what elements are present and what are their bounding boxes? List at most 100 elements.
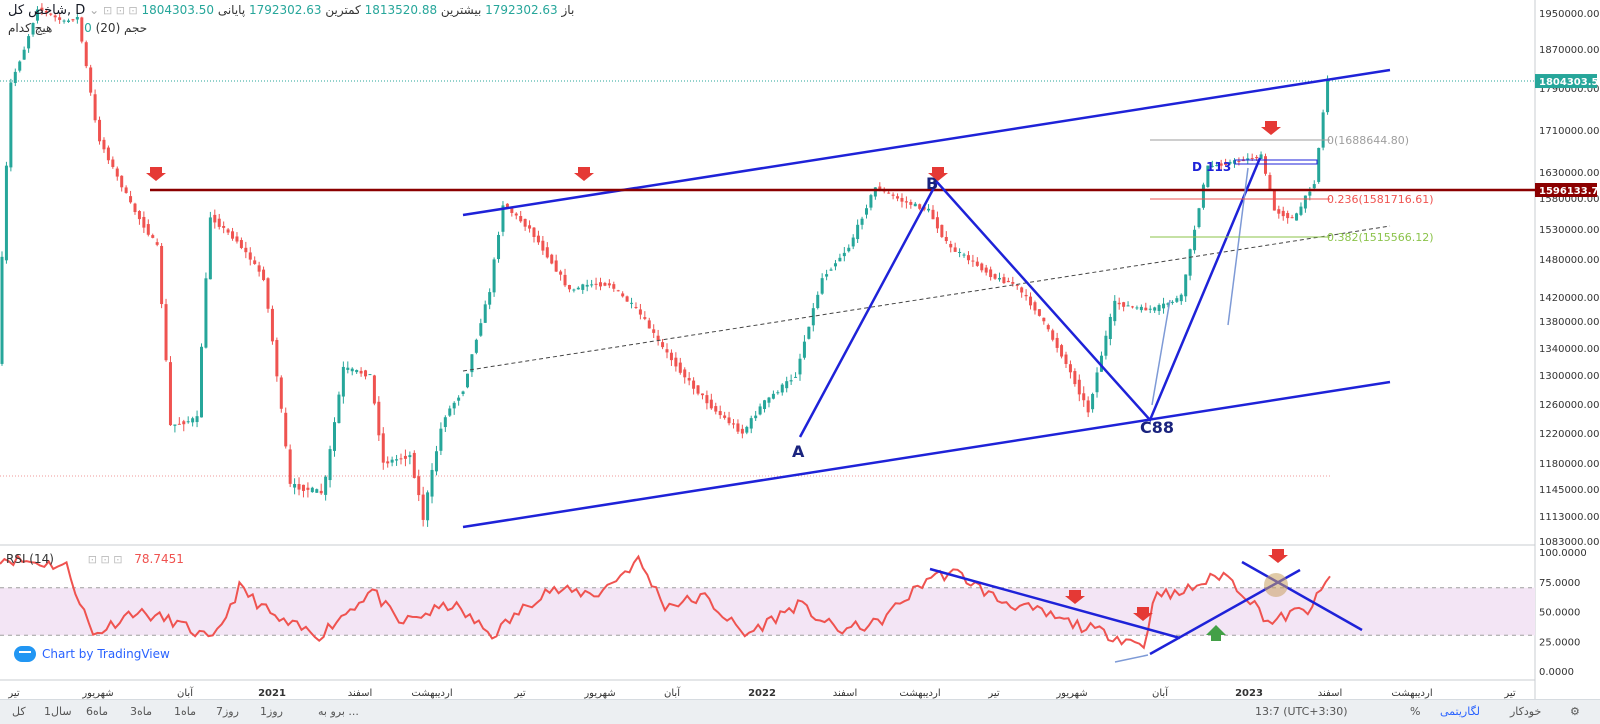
wave-label-d: D 113 — [1192, 160, 1231, 174]
symbol-label[interactable]: شاخص کل, D — [8, 3, 86, 18]
channel-lower-line[interactable] — [462, 380, 1391, 529]
candle-body — [665, 349, 669, 353]
candle-body — [479, 323, 483, 336]
range-1y[interactable]: 1سال — [44, 705, 72, 718]
candle-body — [949, 243, 953, 248]
candle-body — [1299, 206, 1303, 215]
candle-body — [630, 302, 634, 304]
price-tick-label: 1630000.00 — [1539, 168, 1599, 179]
price-tick-label: 1380000.00 — [1539, 317, 1599, 328]
log-toggle[interactable]: لگاریتمی — [1440, 705, 1480, 718]
down-arrow-icon — [1065, 590, 1085, 604]
candle-body — [829, 269, 833, 271]
candle-body — [953, 247, 957, 252]
channel-mid-line[interactable] — [462, 225, 1391, 372]
timezone-label[interactable]: 13:7 (UTC+3:30) — [1255, 705, 1348, 718]
candle-body — [1073, 371, 1077, 385]
candle-body — [191, 418, 195, 423]
candle-body — [13, 71, 17, 83]
price-tick-label: 1113000.00 — [1539, 512, 1599, 523]
rsi-trendline-3[interactable] — [1241, 560, 1363, 632]
fib-label-236: 0.236(1581716.61) — [1327, 193, 1434, 206]
price-tick-label: 1420000.00 — [1539, 293, 1599, 304]
time-tick-label: شهریور — [1055, 688, 1087, 699]
candle-body — [816, 294, 820, 309]
none-value: 0 — [84, 21, 92, 35]
time-tick-label: شهریور — [81, 688, 113, 699]
down-arrow-icon — [1268, 549, 1288, 563]
candle-body — [1099, 355, 1103, 372]
candle-body — [1250, 157, 1254, 159]
time-tick-label: تیر — [7, 688, 20, 699]
range-all[interactable]: کل — [12, 705, 26, 718]
rsi-tick-label: 50.0000 — [1539, 608, 1580, 619]
candle-body — [572, 289, 576, 291]
price-tick-label: 1300000.00 — [1539, 371, 1599, 382]
gear-icon[interactable]: ⚙ — [1570, 705, 1580, 718]
price-tick-label: 1790000.00 — [1539, 84, 1599, 95]
candle-body — [714, 406, 718, 412]
price-tick-label: 1260000.00 — [1539, 400, 1599, 411]
candle-body — [998, 277, 1001, 280]
candle-body — [576, 287, 580, 290]
candle-body — [4, 165, 8, 261]
candle-body — [248, 252, 252, 260]
down-arrow-icon — [146, 167, 166, 181]
candle-body — [133, 203, 137, 213]
candle-body — [1006, 280, 1010, 283]
range-3m[interactable]: 3ماه — [130, 705, 153, 718]
price-tick-label: 1180000.00 — [1539, 459, 1599, 470]
auto-toggle[interactable]: خودکار — [1510, 705, 1542, 718]
candle-body — [1024, 294, 1028, 297]
range-1d[interactable]: 1روز — [260, 705, 283, 718]
candle-body — [785, 381, 789, 389]
goto-date-button[interactable]: برو به ... — [318, 705, 359, 718]
tradingview-watermark[interactable]: Chart by TradingView — [14, 646, 170, 662]
rsi-label[interactable]: RSI (14) — [6, 552, 54, 566]
close-value: 1804303.50 — [141, 3, 214, 17]
chart-header: شاخص کل, D ⌄ ⊡ ⊡ ⊡ باز 1792302.63 بیشتری… — [8, 3, 574, 18]
candle-body — [368, 374, 372, 376]
range-1m[interactable]: 1ماه — [174, 705, 197, 718]
candle-body — [887, 192, 891, 194]
price-tick-label: 1220000.00 — [1539, 429, 1599, 440]
candle-body — [120, 175, 124, 188]
wave-path[interactable] — [798, 157, 1262, 438]
rsi-trendline-1[interactable] — [929, 567, 1181, 640]
candle-body — [412, 452, 416, 478]
candle-body — [833, 263, 837, 267]
candle-body — [891, 194, 895, 196]
candle-body — [621, 293, 625, 297]
candle-body — [820, 278, 824, 294]
candle-body — [873, 187, 877, 197]
candle-body — [253, 260, 257, 264]
volume-label[interactable]: حجم (20) — [95, 21, 148, 35]
range-7d[interactable]: 7روز — [216, 705, 239, 718]
candle-body — [536, 235, 540, 243]
candle-body — [554, 260, 558, 272]
range-6m[interactable]: 6ماه — [86, 705, 109, 718]
percent-toggle[interactable]: % — [1410, 705, 1421, 718]
candle-body — [1259, 154, 1263, 159]
candle-body — [1290, 217, 1294, 219]
candle-body — [980, 263, 984, 271]
candle-body — [195, 416, 199, 423]
down-arrow-icon — [928, 167, 948, 181]
candle-body — [754, 415, 758, 419]
candle-body — [350, 368, 354, 372]
candle-body — [106, 147, 110, 161]
candle-body — [142, 216, 146, 228]
rsi-line — [0, 553, 1331, 650]
chevron-down-icon[interactable]: ⌄ — [89, 3, 100, 17]
settings-icons[interactable]: ⊡ ⊡ ⊡ — [102, 4, 138, 17]
price-tick-label: 1950000.00 — [1539, 9, 1599, 20]
rsi-settings-icons[interactable]: ⊡ ⊡ ⊡ — [87, 553, 123, 566]
candle-body — [811, 308, 815, 326]
time-tick-label: اسفند — [1318, 688, 1342, 699]
rsi-tick-label: 75.0000 — [1539, 578, 1580, 589]
candle-body — [355, 370, 359, 373]
candle-body — [1175, 298, 1179, 302]
candle-body — [1091, 393, 1095, 410]
candle-body — [1166, 303, 1170, 305]
